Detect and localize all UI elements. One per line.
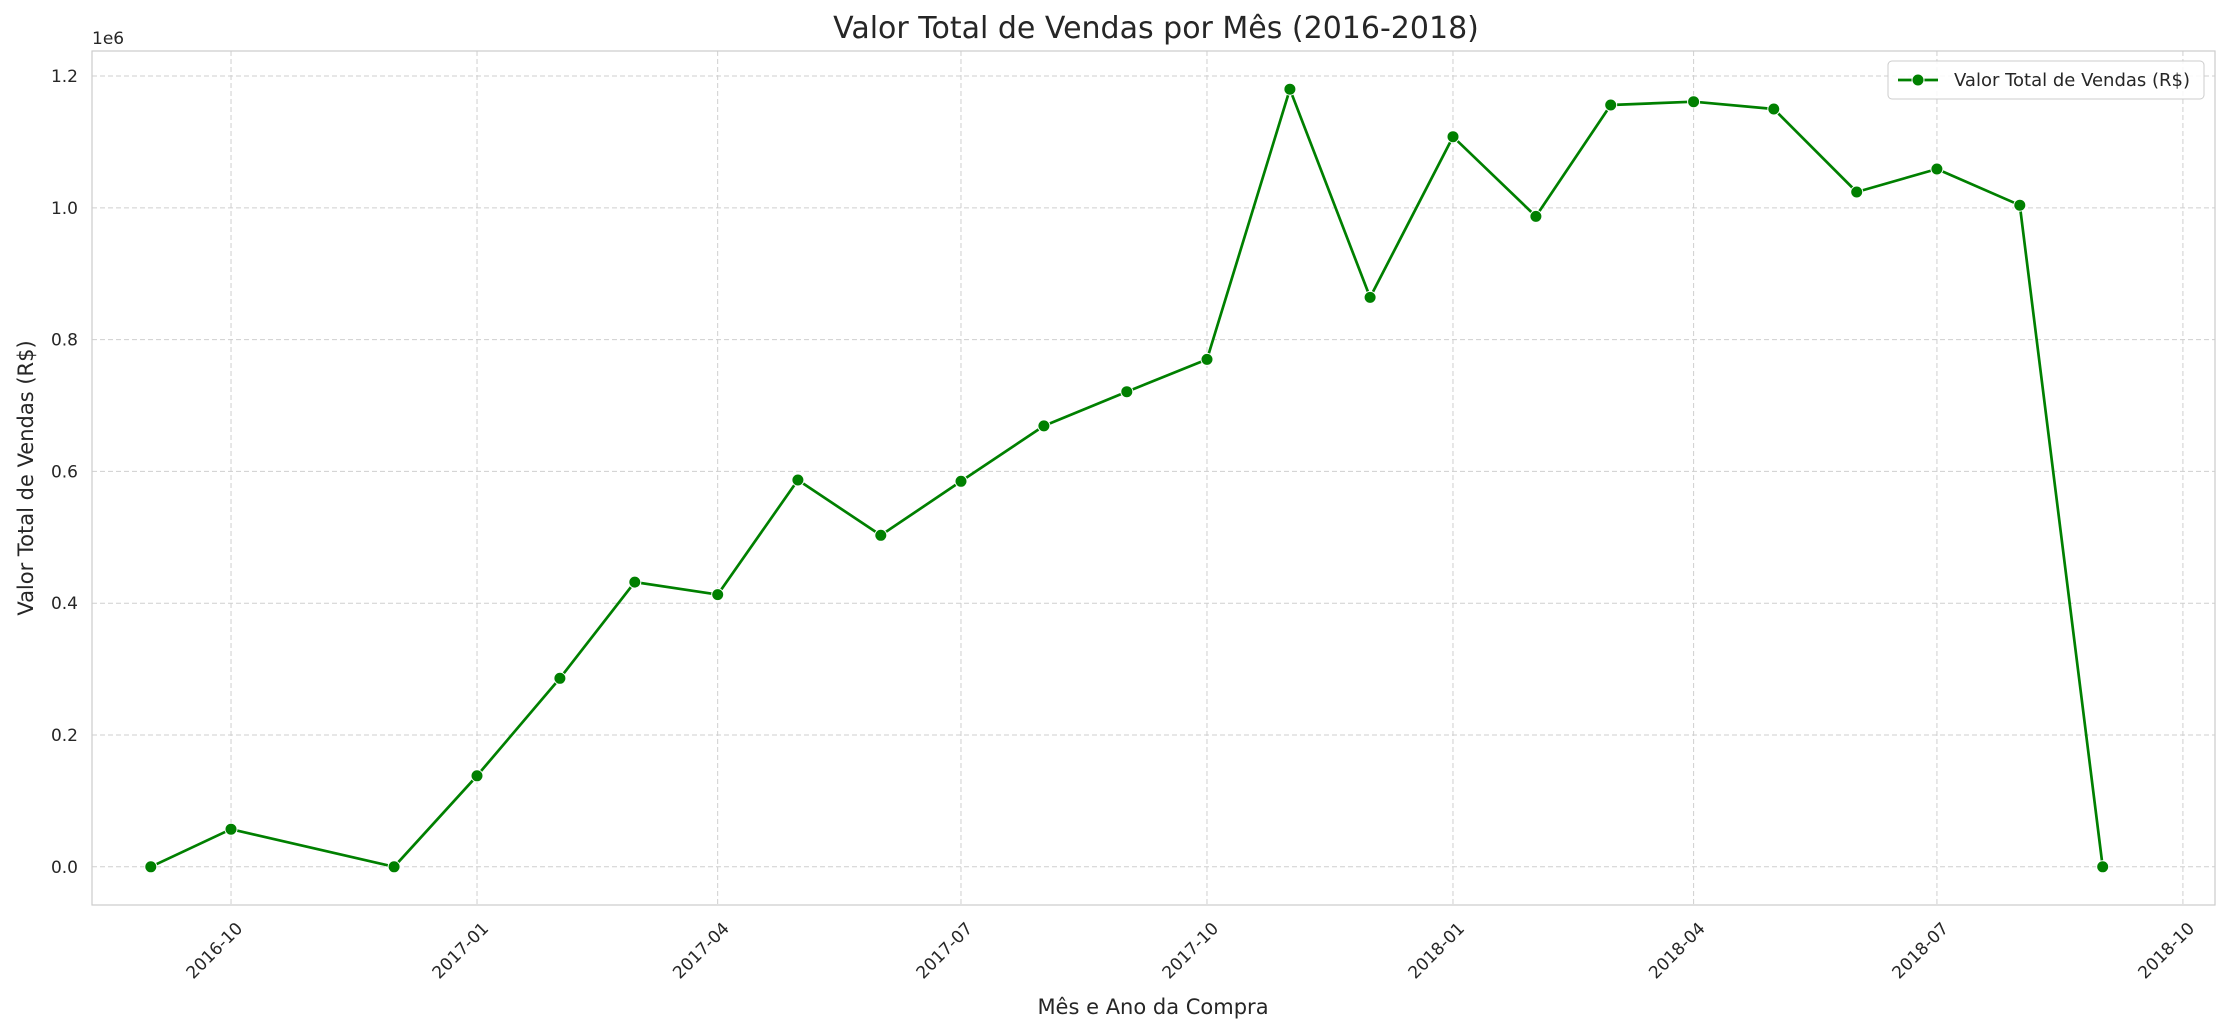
data-point	[1446, 130, 1460, 144]
data-point	[553, 671, 567, 685]
data-point	[1767, 102, 1781, 116]
data-point	[2096, 860, 2110, 874]
legend: Valor Total de Vendas (R$)	[1887, 60, 2205, 100]
data-point	[144, 860, 158, 874]
series-line	[150, 87, 2105, 869]
data-point	[791, 473, 805, 487]
data-point	[954, 474, 968, 488]
y-tick-label: 1.2	[51, 67, 78, 87]
data-point	[711, 588, 725, 602]
y-tick-label: 0.0	[51, 858, 78, 878]
y-offset-label: 1e6	[92, 29, 124, 49]
y-tick-label: 1.0	[51, 199, 78, 219]
data-point	[1850, 185, 1864, 199]
plot-frame	[91, 50, 2216, 906]
data-point	[470, 769, 484, 783]
y-tick-label: 0.6	[51, 462, 78, 482]
data-point	[387, 860, 401, 874]
y-gridlines	[92, 75, 2215, 868]
data-point	[628, 575, 642, 589]
data-point	[1200, 352, 1214, 366]
data-point	[874, 528, 888, 542]
data-point	[1363, 290, 1377, 304]
legend-box	[1887, 60, 2205, 100]
data-point	[224, 822, 238, 836]
y-tick-label: 0.8	[51, 331, 78, 351]
data-point	[1120, 385, 1134, 399]
data-point	[2013, 198, 2027, 212]
data-point	[1604, 98, 1618, 112]
x-axis-title: Mês e Ano da Compra	[1037, 995, 1268, 1019]
chart-title: Valor Total de Vendas por Mês (2016-2018…	[833, 11, 1479, 46]
y-tick-label: 0.4	[51, 594, 78, 614]
series-layer	[144, 82, 2110, 874]
y-axis-title: Valor Total de Vendas (R$)	[14, 340, 38, 615]
data-point	[1037, 419, 1051, 433]
plot-area	[92, 51, 2215, 905]
data-point	[1687, 95, 1701, 109]
data-point	[1529, 209, 1543, 223]
y-tick-label: 0.2	[51, 726, 78, 746]
legend-entry-label: Valor Total de Vendas (R$)	[1954, 70, 2190, 91]
data-point	[1930, 162, 1944, 176]
data-point	[1283, 82, 1297, 96]
legend-marker-swatch	[1911, 73, 1925, 87]
y-tick-labels: 0.0 0.2 0.4 0.6 0.8 1.0 1.2	[51, 67, 78, 878]
